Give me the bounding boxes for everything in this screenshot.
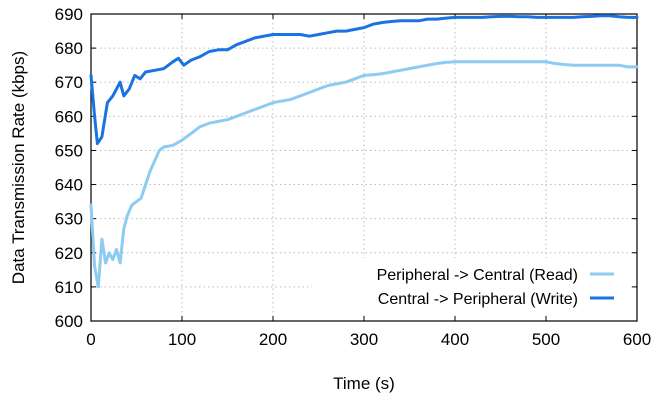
y-tick-label: 620 — [55, 244, 83, 263]
x-tick-label: 300 — [350, 330, 378, 349]
x-tick-label: 500 — [532, 330, 560, 349]
y-tick-label: 660 — [55, 107, 83, 126]
x-axis-label: Time (s) — [333, 374, 395, 393]
legend-label: Central -> Peripheral (Write) — [378, 291, 578, 308]
x-tick-label: 0 — [86, 330, 95, 349]
x-tick-label: 400 — [441, 330, 469, 349]
y-tick-label: 600 — [55, 312, 83, 331]
x-tick-label: 600 — [623, 330, 651, 349]
x-tick-label: 100 — [168, 330, 196, 349]
y-tick-label: 640 — [55, 176, 83, 195]
legend-label: Peripheral -> Central (Read) — [377, 267, 578, 284]
legend-background — [312, 258, 630, 314]
y-tick-label: 650 — [55, 141, 83, 160]
series-line-read — [89, 60, 639, 289]
legend: Peripheral -> Central (Read) Central -> P… — [312, 258, 630, 314]
y-tick-label: 690 — [55, 5, 83, 24]
y-axis-label: Data Transmission Rate (kbps) — [9, 51, 28, 284]
axis-ticks: 0 100 200 300 400 500 600 600 610 620 630 640 650 660… — [55, 5, 652, 349]
y-tick-label: 680 — [55, 39, 83, 58]
y-tick-label: 670 — [55, 73, 83, 92]
y-tick-label: 610 — [55, 278, 83, 297]
series-line-write — [89, 14, 639, 146]
y-tick-label: 630 — [55, 210, 83, 229]
series-lines — [89, 14, 639, 289]
x-tick-label: 200 — [259, 330, 287, 349]
